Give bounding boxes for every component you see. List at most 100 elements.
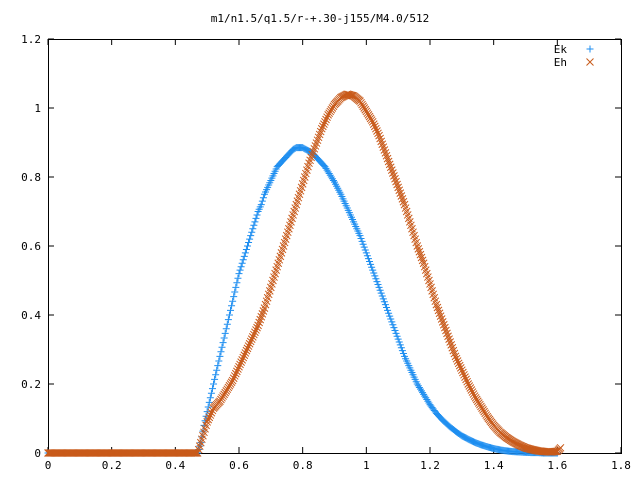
x-tick-label: 0.4 <box>165 459 185 472</box>
data-point-ek <box>363 252 371 260</box>
data-point-ek <box>362 249 370 257</box>
data-point-ek <box>381 301 389 309</box>
y-tick-label: 0.8 <box>21 171 41 184</box>
data-point-eh <box>441 323 449 332</box>
data-point-eh <box>556 443 565 452</box>
data-point-eh <box>208 406 217 415</box>
data-point-eh <box>259 307 268 315</box>
data-point-eh <box>318 122 327 131</box>
data-point-ek <box>379 295 387 303</box>
data-point-eh <box>374 129 382 138</box>
data-point-eh <box>550 447 559 456</box>
data-point-eh <box>417 253 426 262</box>
data-point-eh <box>370 122 379 131</box>
data-point-ek <box>372 275 380 283</box>
data-point-ek <box>236 266 244 274</box>
data-point-ek <box>398 347 406 355</box>
data-point-eh <box>308 150 317 159</box>
x-tick-label: 0 <box>45 459 52 472</box>
data-point-ek <box>392 329 400 337</box>
data-point-ek <box>212 371 220 379</box>
data-point-ek <box>389 321 397 329</box>
data-point-eh <box>368 117 377 126</box>
data-point-eh <box>445 335 453 344</box>
data-point-ek <box>210 380 218 388</box>
data-point-eh <box>253 323 261 332</box>
data-point-eh <box>233 367 241 376</box>
data-point-eh <box>385 160 394 169</box>
data-point-ek <box>245 239 253 247</box>
data-point-eh <box>230 372 239 380</box>
data-point-ek <box>356 232 364 240</box>
data-point-eh <box>203 418 212 426</box>
data-point-ek <box>211 375 219 383</box>
data-point-eh <box>307 153 316 162</box>
data-point-eh <box>462 375 470 384</box>
data-point-ek <box>247 232 255 240</box>
data-point-eh <box>312 139 321 147</box>
data-point-eh <box>468 388 477 396</box>
data-point-ek <box>377 289 385 297</box>
data-point-eh <box>241 349 250 357</box>
legend-marker-eh <box>586 58 594 66</box>
data-point-ek <box>243 242 251 250</box>
data-point-ek <box>360 243 368 251</box>
data-point-eh <box>452 354 461 363</box>
data-point-eh <box>243 344 252 353</box>
data-point-eh <box>258 309 267 318</box>
data-point-eh <box>397 192 406 200</box>
data-point-ek <box>370 269 378 277</box>
series-layer <box>44 90 565 457</box>
data-point-eh <box>416 250 425 259</box>
data-point-eh <box>244 342 253 350</box>
data-point-eh <box>389 169 397 177</box>
data-point-ek <box>399 350 407 358</box>
data-point-ek <box>259 194 267 202</box>
data-point-eh <box>306 156 314 165</box>
x-tick-label: 1.6 <box>547 459 567 472</box>
series-eh <box>44 90 565 457</box>
data-point-ek <box>376 286 384 294</box>
data-point-eh <box>386 163 395 172</box>
data-point-ek <box>218 343 226 351</box>
data-point-eh <box>382 151 391 160</box>
data-point-eh <box>315 130 324 139</box>
data-point-eh <box>383 154 392 163</box>
data-point-eh <box>373 127 381 135</box>
data-point-ek <box>358 237 366 245</box>
data-point-eh <box>245 339 254 348</box>
data-point-ek <box>213 366 221 374</box>
data-point-eh <box>250 330 258 339</box>
data-point-eh <box>192 449 201 457</box>
data-point-ek <box>241 249 249 257</box>
data-point-ek <box>223 320 231 328</box>
data-point-eh <box>323 113 331 122</box>
data-point-eh <box>448 343 457 352</box>
data-point-ek <box>374 281 382 289</box>
data-point-eh <box>207 408 216 417</box>
data-point-ek <box>388 318 396 326</box>
data-point-eh <box>240 351 249 360</box>
data-point-eh <box>251 328 259 337</box>
data-point-eh <box>460 370 468 379</box>
x-tick-label: 1.4 <box>484 459 504 472</box>
data-point-eh <box>463 377 471 386</box>
data-point-ek <box>367 260 375 268</box>
data-point-eh <box>469 390 478 398</box>
data-point-eh <box>398 194 407 203</box>
data-point-eh <box>384 157 393 166</box>
data-point-eh <box>455 361 464 370</box>
data-point-ek <box>215 357 223 365</box>
data-point-eh <box>257 312 266 321</box>
data-point-eh <box>443 329 451 338</box>
data-point-eh <box>321 117 329 126</box>
data-point-eh <box>372 124 380 133</box>
y-tick-label: 1 <box>34 102 41 115</box>
data-point-ek <box>239 256 247 264</box>
y-tick-label: 0 <box>34 447 41 460</box>
data-point-ek <box>390 324 398 332</box>
data-point-eh <box>242 346 251 355</box>
data-point-eh <box>311 142 320 150</box>
data-point-eh <box>390 171 398 180</box>
